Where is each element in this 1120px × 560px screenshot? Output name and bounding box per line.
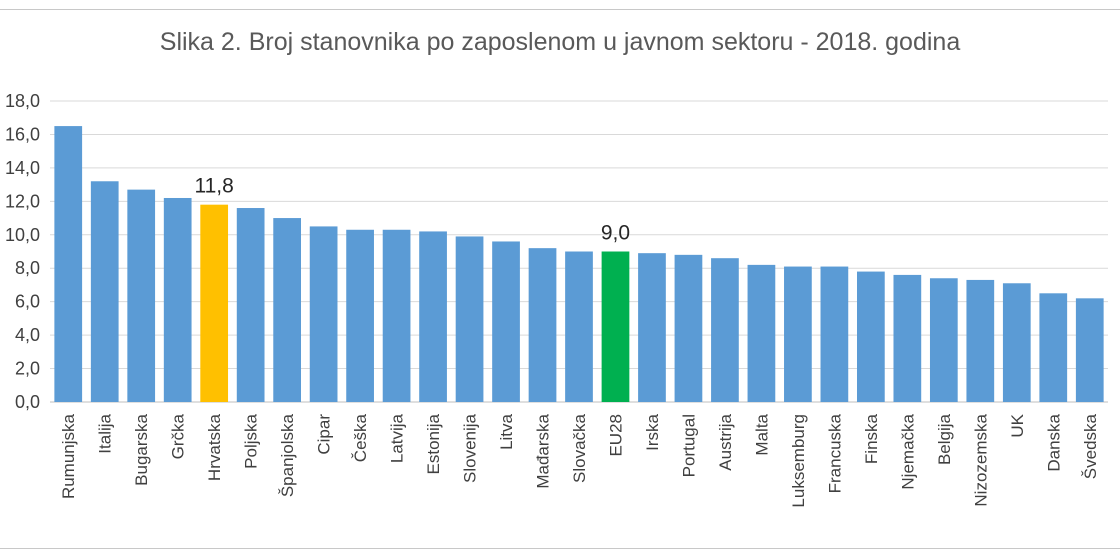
- bar-španjolska: [273, 218, 302, 402]
- category-label: Poljska: [242, 413, 261, 468]
- category-label: Češka: [351, 413, 370, 462]
- category-label: Njemačka: [898, 413, 917, 489]
- category-label: Rumunjska: [59, 413, 78, 499]
- frame-bottom-border: [0, 548, 1120, 549]
- category-label: EU28: [606, 414, 625, 457]
- category-label: Italija: [96, 413, 115, 453]
- y-tick-label: 10,0: [5, 225, 40, 245]
- bar-luksemburg: [784, 266, 812, 402]
- bar-irska: [638, 253, 666, 402]
- bar-slovačka: [565, 251, 593, 402]
- y-axis-ticks: 0,0 2,0 4,0 6,0 8,0 10,0 12,0 14,0 16,0 18,0: [5, 91, 40, 412]
- y-tick-label: 6,0: [15, 292, 40, 312]
- bar-nizozemska: [966, 279, 995, 402]
- category-label: Švedska: [1081, 413, 1100, 479]
- category-label: Bugarska: [132, 413, 151, 485]
- bar-malta: [747, 264, 776, 402]
- bar-slovenija: [455, 236, 484, 402]
- bar-belgija: [929, 278, 958, 402]
- category-label: Francuska: [825, 413, 844, 493]
- y-tick-label: 12,0: [5, 191, 40, 211]
- bar-latvija: [382, 229, 411, 402]
- category-label: Slovačka: [570, 413, 589, 483]
- category-label: Hrvatska: [205, 413, 224, 481]
- data-label-eu28: 9,0: [601, 222, 630, 245]
- bar-rumunjska: [54, 126, 83, 402]
- category-label: Danska: [1044, 413, 1063, 471]
- category-label: Estonija: [424, 413, 443, 474]
- category-label: Austrija: [716, 413, 735, 470]
- y-tick-label: 16,0: [5, 124, 40, 144]
- data-labels: 11,8 9,0: [195, 175, 631, 245]
- y-tick-label: 18,0: [5, 91, 40, 111]
- category-label: Nizozemska: [971, 413, 990, 506]
- category-label: Slovenija: [461, 413, 480, 483]
- category-label: Finska: [862, 413, 881, 464]
- category-label: Latvija: [388, 413, 407, 463]
- frame-top-border: [0, 9, 1120, 10]
- bar-cipar: [309, 226, 338, 402]
- bar-poljska: [236, 208, 265, 402]
- bar-eu28: [601, 251, 630, 402]
- bar-mađarska: [528, 248, 557, 402]
- bar-danska: [1039, 293, 1068, 402]
- bar-uk: [1002, 283, 1031, 402]
- category-label: Malta: [752, 413, 771, 455]
- bar-austrija: [711, 258, 739, 402]
- category-label: Litva: [497, 413, 516, 449]
- category-label: Mađarska: [534, 413, 553, 488]
- bar-njemačka: [893, 274, 922, 402]
- y-tick-label: 0,0: [15, 392, 40, 412]
- data-label-hrvatska: 11,8: [195, 175, 234, 198]
- bar-portugal: [674, 254, 703, 402]
- bar-švedska: [1075, 298, 1104, 402]
- bar-grčka: [163, 197, 192, 402]
- bar-bugarska: [127, 189, 156, 402]
- category-label: Irska: [643, 413, 662, 450]
- bar-estonija: [419, 231, 447, 402]
- x-axis-categories: Rumunjska Italija Bugarska Grčka Hrvatska Pol…: [59, 413, 1100, 507]
- bar-italija: [90, 181, 119, 402]
- category-label: Španjolska: [278, 413, 297, 497]
- category-label: Portugal: [679, 414, 698, 477]
- category-label: Grčka: [169, 413, 188, 459]
- y-tick-label: 8,0: [15, 258, 40, 278]
- bars: [54, 126, 1104, 402]
- y-tick-label: 14,0: [5, 158, 40, 178]
- category-label: Luksemburg: [789, 414, 808, 508]
- bar-češka: [346, 229, 374, 402]
- y-tick-label: 2,0: [15, 359, 40, 379]
- category-label: Cipar: [315, 414, 334, 455]
- y-tick-label: 4,0: [15, 325, 40, 345]
- category-label: Belgija: [935, 413, 954, 465]
- bar-litva: [492, 241, 520, 402]
- bar-hrvatska: [200, 204, 229, 402]
- chart-title: Slika 2. Broj stanovnika po zaposlenom u…: [159, 28, 961, 56]
- category-label: UK: [1008, 413, 1027, 437]
- bar-finska: [856, 271, 885, 402]
- bar-francuska: [820, 266, 849, 402]
